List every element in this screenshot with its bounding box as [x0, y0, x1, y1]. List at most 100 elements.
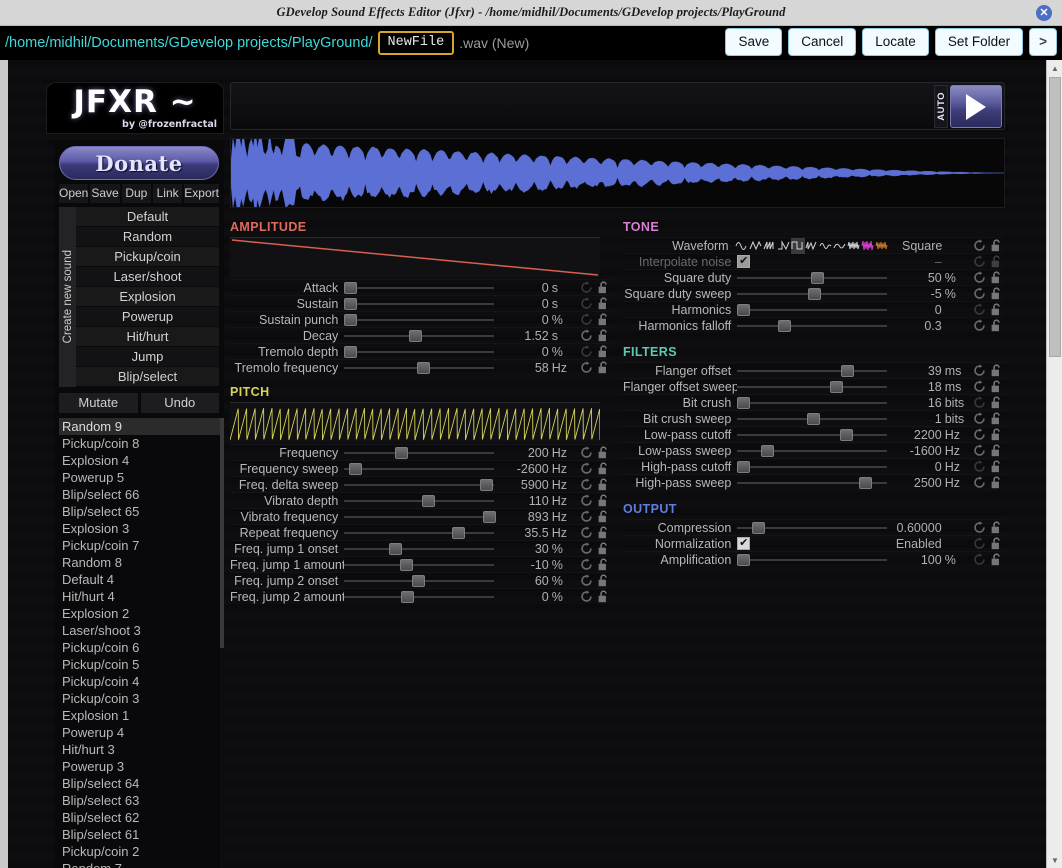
donate-button[interactable]: Donate: [59, 146, 219, 180]
waveform-tangent-icon[interactable]: [805, 238, 819, 254]
reset-icon[interactable]: [580, 558, 593, 571]
waveform-sawtooth-icon[interactable]: [763, 238, 777, 254]
reset-icon[interactable]: [973, 380, 986, 393]
slider-thumb[interactable]: [858, 476, 872, 489]
list-item[interactable]: Blip/select 62: [62, 810, 140, 825]
waveform-square-icon[interactable]: [790, 237, 805, 254]
lock-open-icon[interactable]: [990, 364, 1003, 377]
lock-open-icon[interactable]: [597, 281, 610, 294]
sound-list-scroll-thumb[interactable]: [220, 418, 224, 648]
slider-thumb[interactable]: [344, 281, 358, 294]
reset-icon[interactable]: [580, 313, 593, 326]
sound-list-scrollbar[interactable]: [220, 418, 224, 868]
slider-thumb[interactable]: [399, 558, 413, 571]
lock-open-icon[interactable]: [990, 460, 1003, 473]
param-slider-bit-crush[interactable]: [737, 395, 887, 411]
param-slider-flanger-offset-sweep[interactable]: [737, 379, 887, 395]
lock-open-icon[interactable]: [990, 553, 1003, 566]
reset-icon[interactable]: [973, 271, 986, 284]
reset-icon[interactable]: [973, 287, 986, 300]
more-button[interactable]: >: [1029, 28, 1057, 56]
waveform-ramp-icon[interactable]: [777, 238, 791, 254]
param-slider-decay[interactable]: [344, 328, 494, 344]
param-slider-freq-jump-1-onset[interactable]: [344, 541, 494, 557]
reset-icon[interactable]: [580, 526, 593, 539]
param-slider-frequency-sweep[interactable]: [344, 461, 494, 477]
param-slider-flanger-offset[interactable]: [737, 363, 887, 379]
waveform-whitenoise-icon[interactable]: [847, 238, 861, 254]
slider-thumb[interactable]: [737, 303, 751, 316]
slider-thumb[interactable]: [760, 444, 774, 457]
list-item[interactable]: Powerup 3: [62, 759, 125, 774]
slider-thumb[interactable]: [807, 287, 821, 300]
preset-item-hit-hurt[interactable]: Hit/hurt: [76, 327, 219, 347]
lock-open-icon[interactable]: [990, 396, 1003, 409]
reset-icon[interactable]: [973, 553, 986, 566]
slider-thumb[interactable]: [412, 574, 426, 587]
list-item[interactable]: Hit/hurt 3: [62, 742, 115, 757]
waveform-breaker-icon[interactable]: [833, 238, 847, 254]
lock-open-icon[interactable]: [990, 428, 1003, 441]
preset-item-blip-select[interactable]: Blip/select: [76, 367, 219, 387]
reset-icon[interactable]: [580, 494, 593, 507]
reset-icon[interactable]: [580, 478, 593, 491]
lock-open-icon[interactable]: [597, 462, 610, 475]
list-item[interactable]: Pickup/coin 2: [62, 844, 140, 859]
list-item[interactable]: Blip/select 66: [62, 487, 140, 502]
page-scroll-thumb[interactable]: [1049, 77, 1061, 357]
reset-icon[interactable]: [973, 303, 986, 316]
filename-input[interactable]: NewFile: [377, 31, 455, 55]
param-slider-frequency[interactable]: [344, 445, 494, 461]
slider-thumb[interactable]: [401, 590, 415, 603]
param-slider-high-pass-cutoff[interactable]: [737, 459, 887, 475]
list-item[interactable]: Powerup 4: [62, 725, 125, 740]
slider-thumb[interactable]: [840, 428, 854, 441]
param-slider-square-duty-sweep[interactable]: [737, 286, 887, 302]
slider-thumb[interactable]: [344, 313, 358, 326]
list-item[interactable]: Pickup/coin 4: [62, 674, 140, 689]
save-button-sidebar[interactable]: Save: [90, 184, 120, 203]
slider-thumb[interactable]: [806, 412, 820, 425]
reset-icon[interactable]: [973, 521, 986, 534]
param-slider-tremolo-depth[interactable]: [344, 344, 494, 360]
reset-icon[interactable]: [580, 297, 593, 310]
save-button[interactable]: Save: [725, 28, 783, 56]
mutate-button[interactable]: Mutate: [59, 393, 138, 413]
reset-icon[interactable]: [580, 574, 593, 587]
slider-thumb[interactable]: [737, 460, 751, 473]
param-slider-vibrato-frequency[interactable]: [344, 509, 496, 525]
param-slider-freq-jump-1-amount[interactable]: [344, 557, 494, 573]
list-item[interactable]: Random 7: [59, 860, 224, 868]
preset-item-laser-shoot[interactable]: Laser/shoot: [76, 267, 219, 287]
reset-icon[interactable]: [973, 239, 986, 252]
slider-thumb[interactable]: [482, 510, 496, 523]
list-item[interactable]: Pickup/coin 5: [62, 657, 140, 672]
preset-item-jump[interactable]: Jump: [76, 347, 219, 367]
sound-list[interactable]: Random 9 Pickup/coin 8 Explosion 4 Powerup …: [54, 418, 224, 868]
param-slider-repeat-frequency[interactable]: [344, 525, 494, 541]
list-item[interactable]: Random 9: [59, 418, 224, 435]
lock-open-icon[interactable]: [597, 345, 610, 358]
param-slider-amplification[interactable]: [737, 552, 887, 568]
slider-thumb[interactable]: [395, 446, 409, 459]
reset-icon[interactable]: [973, 319, 986, 332]
param-slider-harmonics[interactable]: [737, 302, 887, 318]
reset-icon[interactable]: [973, 476, 986, 489]
lock-open-icon[interactable]: [990, 271, 1003, 284]
list-item[interactable]: Default 4: [62, 572, 115, 587]
link-button[interactable]: Link: [152, 184, 183, 203]
lock-open-icon[interactable]: [597, 361, 610, 374]
reset-icon[interactable]: [973, 364, 986, 377]
param-slider-compression[interactable]: [737, 520, 887, 536]
lock-open-icon[interactable]: [597, 478, 610, 491]
lock-open-icon[interactable]: [597, 574, 610, 587]
list-item[interactable]: Blip/select 63: [62, 793, 140, 808]
param-slider-freq-jump-2-amount[interactable]: [344, 589, 494, 605]
reset-icon[interactable]: [973, 460, 986, 473]
waveform-pinknoise-icon[interactable]: [861, 238, 875, 254]
set-folder-button[interactable]: Set Folder: [934, 28, 1024, 56]
reset-icon[interactable]: [580, 329, 593, 342]
param-slider-low-pass-cutoff[interactable]: [737, 427, 887, 443]
play-button[interactable]: [950, 85, 1002, 128]
reset-icon[interactable]: [580, 510, 593, 523]
